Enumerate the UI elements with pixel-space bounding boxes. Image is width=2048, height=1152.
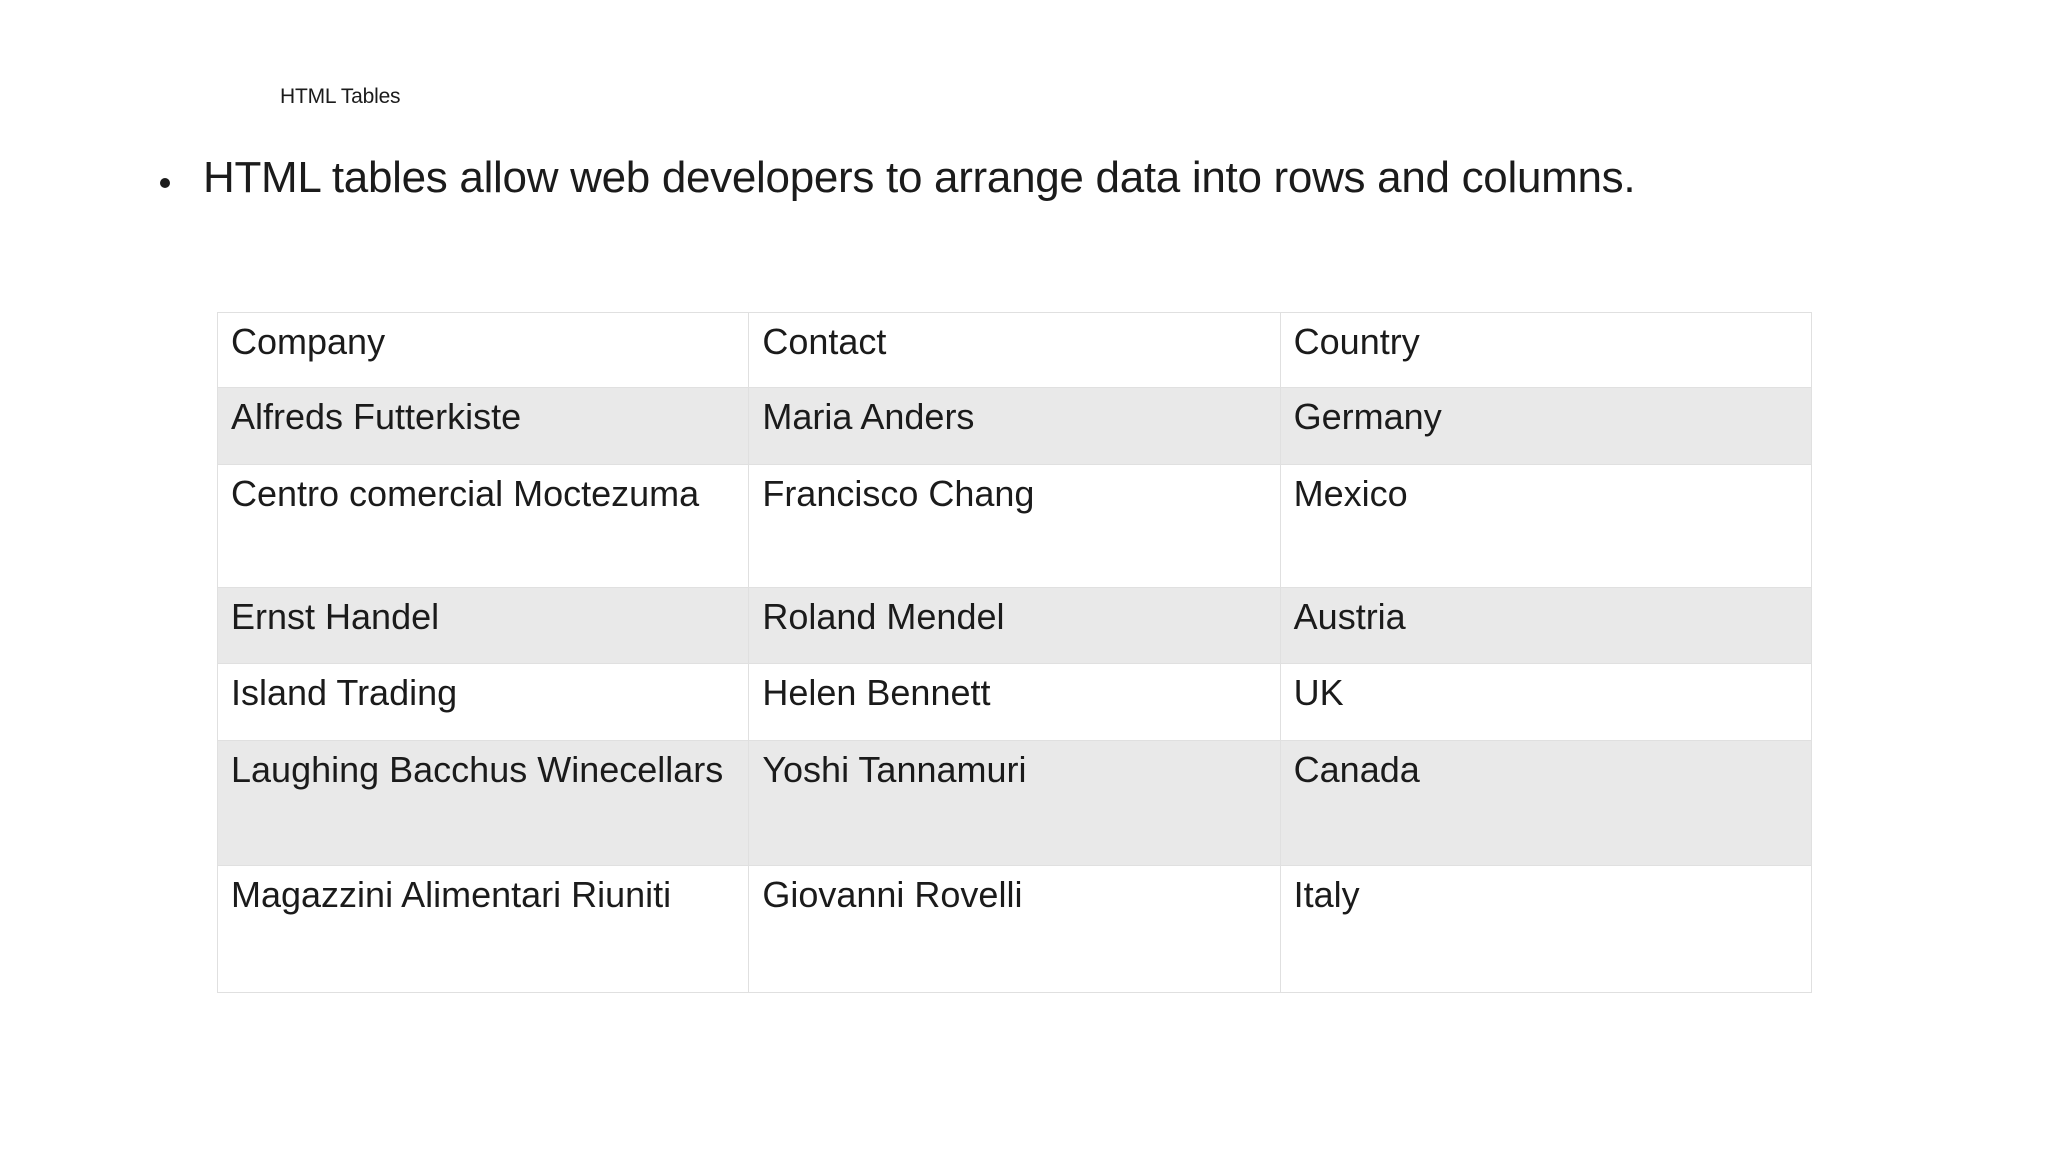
table-row: Alfreds Futterkiste Maria Anders Germany: [216, 387, 1813, 465]
table-row: Magazzini Alimentari Riuniti Giovanni Rov…: [216, 865, 1813, 993]
table-cell: Yoshi Tannamuri: [748, 740, 1281, 866]
slide-title: HTML Tables: [280, 85, 401, 108]
column-header: Company: [216, 312, 750, 388]
table-cell: UK: [1279, 663, 1813, 741]
table-cell: Laughing Bacchus Winecellars: [216, 740, 750, 866]
table-cell: Island Trading: [216, 663, 750, 741]
table-row: Island Trading Helen Bennett UK: [216, 663, 1813, 741]
table-cell: Giovanni Rovelli: [748, 865, 1281, 993]
table-cell: Centro comercial Moctezuma: [216, 464, 750, 588]
table-cell: Francisco Chang: [748, 464, 1281, 588]
table-cell: Italy: [1279, 865, 1813, 993]
column-header: Country: [1279, 312, 1813, 388]
table-cell: Austria: [1279, 587, 1813, 664]
bullet-icon: [160, 178, 170, 188]
companies-table: Company Contact Country Alfreds Futterkist…: [216, 312, 1813, 993]
table-cell: Ernst Handel: [216, 587, 750, 664]
table-row: Laughing Bacchus Winecellars Yoshi Tannam…: [216, 740, 1813, 866]
column-header: Contact: [748, 312, 1281, 388]
table-cell: Roland Mendel: [748, 587, 1281, 664]
table-head: Company Contact Country: [216, 312, 1813, 388]
table-cell: Mexico: [1279, 464, 1813, 588]
table-cell: Canada: [1279, 740, 1813, 866]
table-body: Alfreds Futterkiste Maria Anders Germany Ce…: [216, 387, 1813, 993]
table-cell: Magazzini Alimentari Riuniti: [216, 865, 750, 993]
table-row: Ernst Handel Roland Mendel Austria: [216, 587, 1813, 664]
table-cell: Maria Anders: [748, 387, 1281, 465]
table-cell: Alfreds Futterkiste: [216, 387, 750, 465]
table-row: Centro comercial Moctezuma Francisco Chan…: [216, 464, 1813, 588]
bullet-text: HTML tables allow web developers to arra…: [203, 153, 1636, 202]
table-cell: Germany: [1279, 387, 1813, 465]
table-header-row: Company Contact Country: [216, 312, 1813, 388]
bullet-list-item: HTML tables allow web developers to arra…: [160, 150, 1636, 205]
table-cell: Helen Bennett: [748, 663, 1281, 741]
